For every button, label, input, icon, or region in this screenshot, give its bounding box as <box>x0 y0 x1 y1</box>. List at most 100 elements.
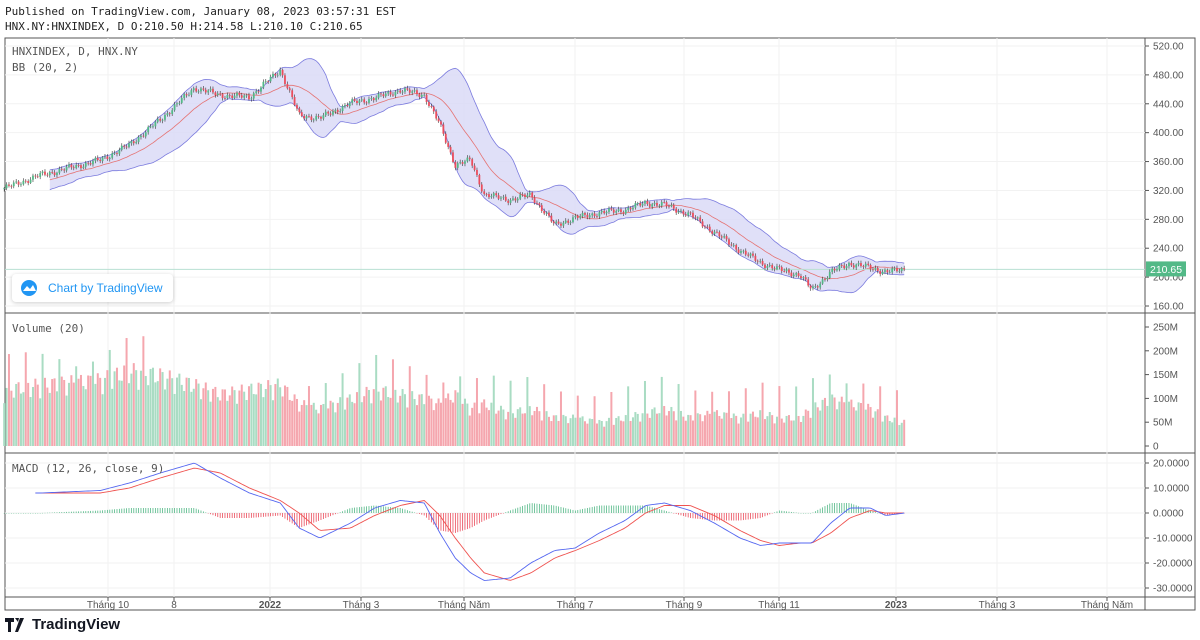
volume-label[interactable]: Volume (20) <box>12 322 85 335</box>
candle-body <box>831 268 834 272</box>
candle-body <box>524 194 526 197</box>
volume-bar <box>420 394 423 446</box>
volume-bar <box>627 386 630 446</box>
volume-bar <box>761 382 764 446</box>
macd-histogram-bar <box>512 509 514 513</box>
candle-body <box>447 142 450 147</box>
volume-bar <box>307 386 310 446</box>
macd-histogram-bar <box>378 505 379 513</box>
volume-bar <box>651 409 654 446</box>
candle-body <box>507 200 510 203</box>
macd-histogram-bar <box>142 508 144 513</box>
macd-histogram-bar <box>380 506 382 513</box>
volume-bar <box>855 410 858 446</box>
candle-body <box>77 165 80 166</box>
macd-label[interactable]: MACD (12, 26, close, 9) <box>12 462 165 475</box>
volume-bar <box>833 397 836 446</box>
candle-body <box>608 208 610 212</box>
candle-body <box>716 231 718 233</box>
macd-histogram-bar <box>320 513 322 520</box>
macd-histogram-bar <box>553 505 555 513</box>
candle-body <box>459 162 462 164</box>
candle-body <box>125 146 128 148</box>
macd-histogram-bar <box>526 504 528 513</box>
macd-histogram-bar <box>886 513 888 516</box>
volume-bar <box>845 383 848 446</box>
volume-tick-label: 100M <box>1153 394 1178 405</box>
volume-bar <box>569 418 572 446</box>
volume-bar <box>154 382 157 446</box>
macd-histogram-bar <box>855 505 857 513</box>
volume-bar <box>756 417 759 446</box>
candle-body <box>752 253 754 256</box>
volume-bar <box>792 420 795 446</box>
macd-histogram-bar <box>418 513 420 514</box>
volume-bar <box>346 397 349 446</box>
candle-body <box>504 196 507 201</box>
candle-body <box>132 141 135 144</box>
macd-histogram-bar <box>836 503 838 513</box>
volume-bar <box>375 354 378 446</box>
macd-histogram-bar <box>596 505 598 513</box>
macd-histogram-bar <box>178 508 180 513</box>
macd-histogram-bar <box>464 513 466 530</box>
macd-histogram-bar <box>217 513 219 518</box>
macd-histogram-bar <box>637 505 639 513</box>
tradingview-logo[interactable]: TradingView <box>5 616 120 633</box>
volume-bar <box>408 366 411 446</box>
macd-histogram-bar <box>368 506 370 513</box>
candle-body <box>272 73 274 77</box>
macd-histogram-bar <box>483 513 485 521</box>
bb-label[interactable]: BB (20, 2) <box>12 61 79 74</box>
macd-histogram-bar <box>831 503 833 513</box>
candle-body <box>605 211 608 214</box>
macd-histogram-bar <box>85 511 87 513</box>
candle-body <box>718 232 721 237</box>
macd-histogram-bar <box>874 512 876 513</box>
candle-body <box>195 88 198 92</box>
macd-histogram-bar <box>735 513 737 521</box>
candle-body <box>353 99 356 101</box>
volume-bar <box>226 400 229 446</box>
published-line: Published on TradingView.com, January 08… <box>5 5 396 18</box>
candle-body <box>586 214 589 218</box>
volume-bar <box>718 415 721 446</box>
macd-histogram-bar <box>615 505 617 513</box>
volume-bar <box>835 409 838 446</box>
volume-bar <box>754 416 757 446</box>
candle-body <box>850 262 853 266</box>
candle-body <box>233 95 236 98</box>
macd-histogram-bar <box>6 513 7 514</box>
macd-histogram-bar <box>783 511 785 513</box>
macd-histogram-bar <box>661 509 663 513</box>
chart-by-tradingview-badge[interactable]: Chart by TradingView <box>12 274 173 302</box>
candle-body <box>202 88 205 90</box>
candle-body <box>404 88 406 92</box>
macd-histogram-bar <box>166 508 168 513</box>
macd-histogram-bar <box>231 513 233 518</box>
volume-bar <box>106 370 109 446</box>
macd-histogram-bar <box>373 505 375 513</box>
macd-histogram-bar <box>121 508 123 513</box>
macd-histogram-bar <box>25 513 27 514</box>
price-tick-label: 440.00 <box>1153 99 1184 110</box>
candle-body <box>80 165 82 169</box>
macd-histogram-bar <box>478 513 480 524</box>
volume-bar <box>768 412 771 446</box>
macd-tick-label: 20.0000 <box>1153 459 1190 470</box>
candle-body <box>675 208 678 213</box>
candle-body <box>144 132 147 137</box>
macd-histogram-bar <box>529 503 531 513</box>
candle-body <box>612 209 615 213</box>
macd-histogram-bar <box>620 505 622 513</box>
candle-body <box>221 94 224 99</box>
macd-histogram-bar <box>241 513 243 518</box>
candle-body <box>572 217 574 223</box>
candle-body <box>687 212 690 216</box>
volume-bar <box>183 391 186 446</box>
candle-body <box>896 267 898 272</box>
volume-bar <box>283 385 286 446</box>
volume-bar <box>231 386 234 446</box>
macd-histogram-bar <box>858 506 859 513</box>
